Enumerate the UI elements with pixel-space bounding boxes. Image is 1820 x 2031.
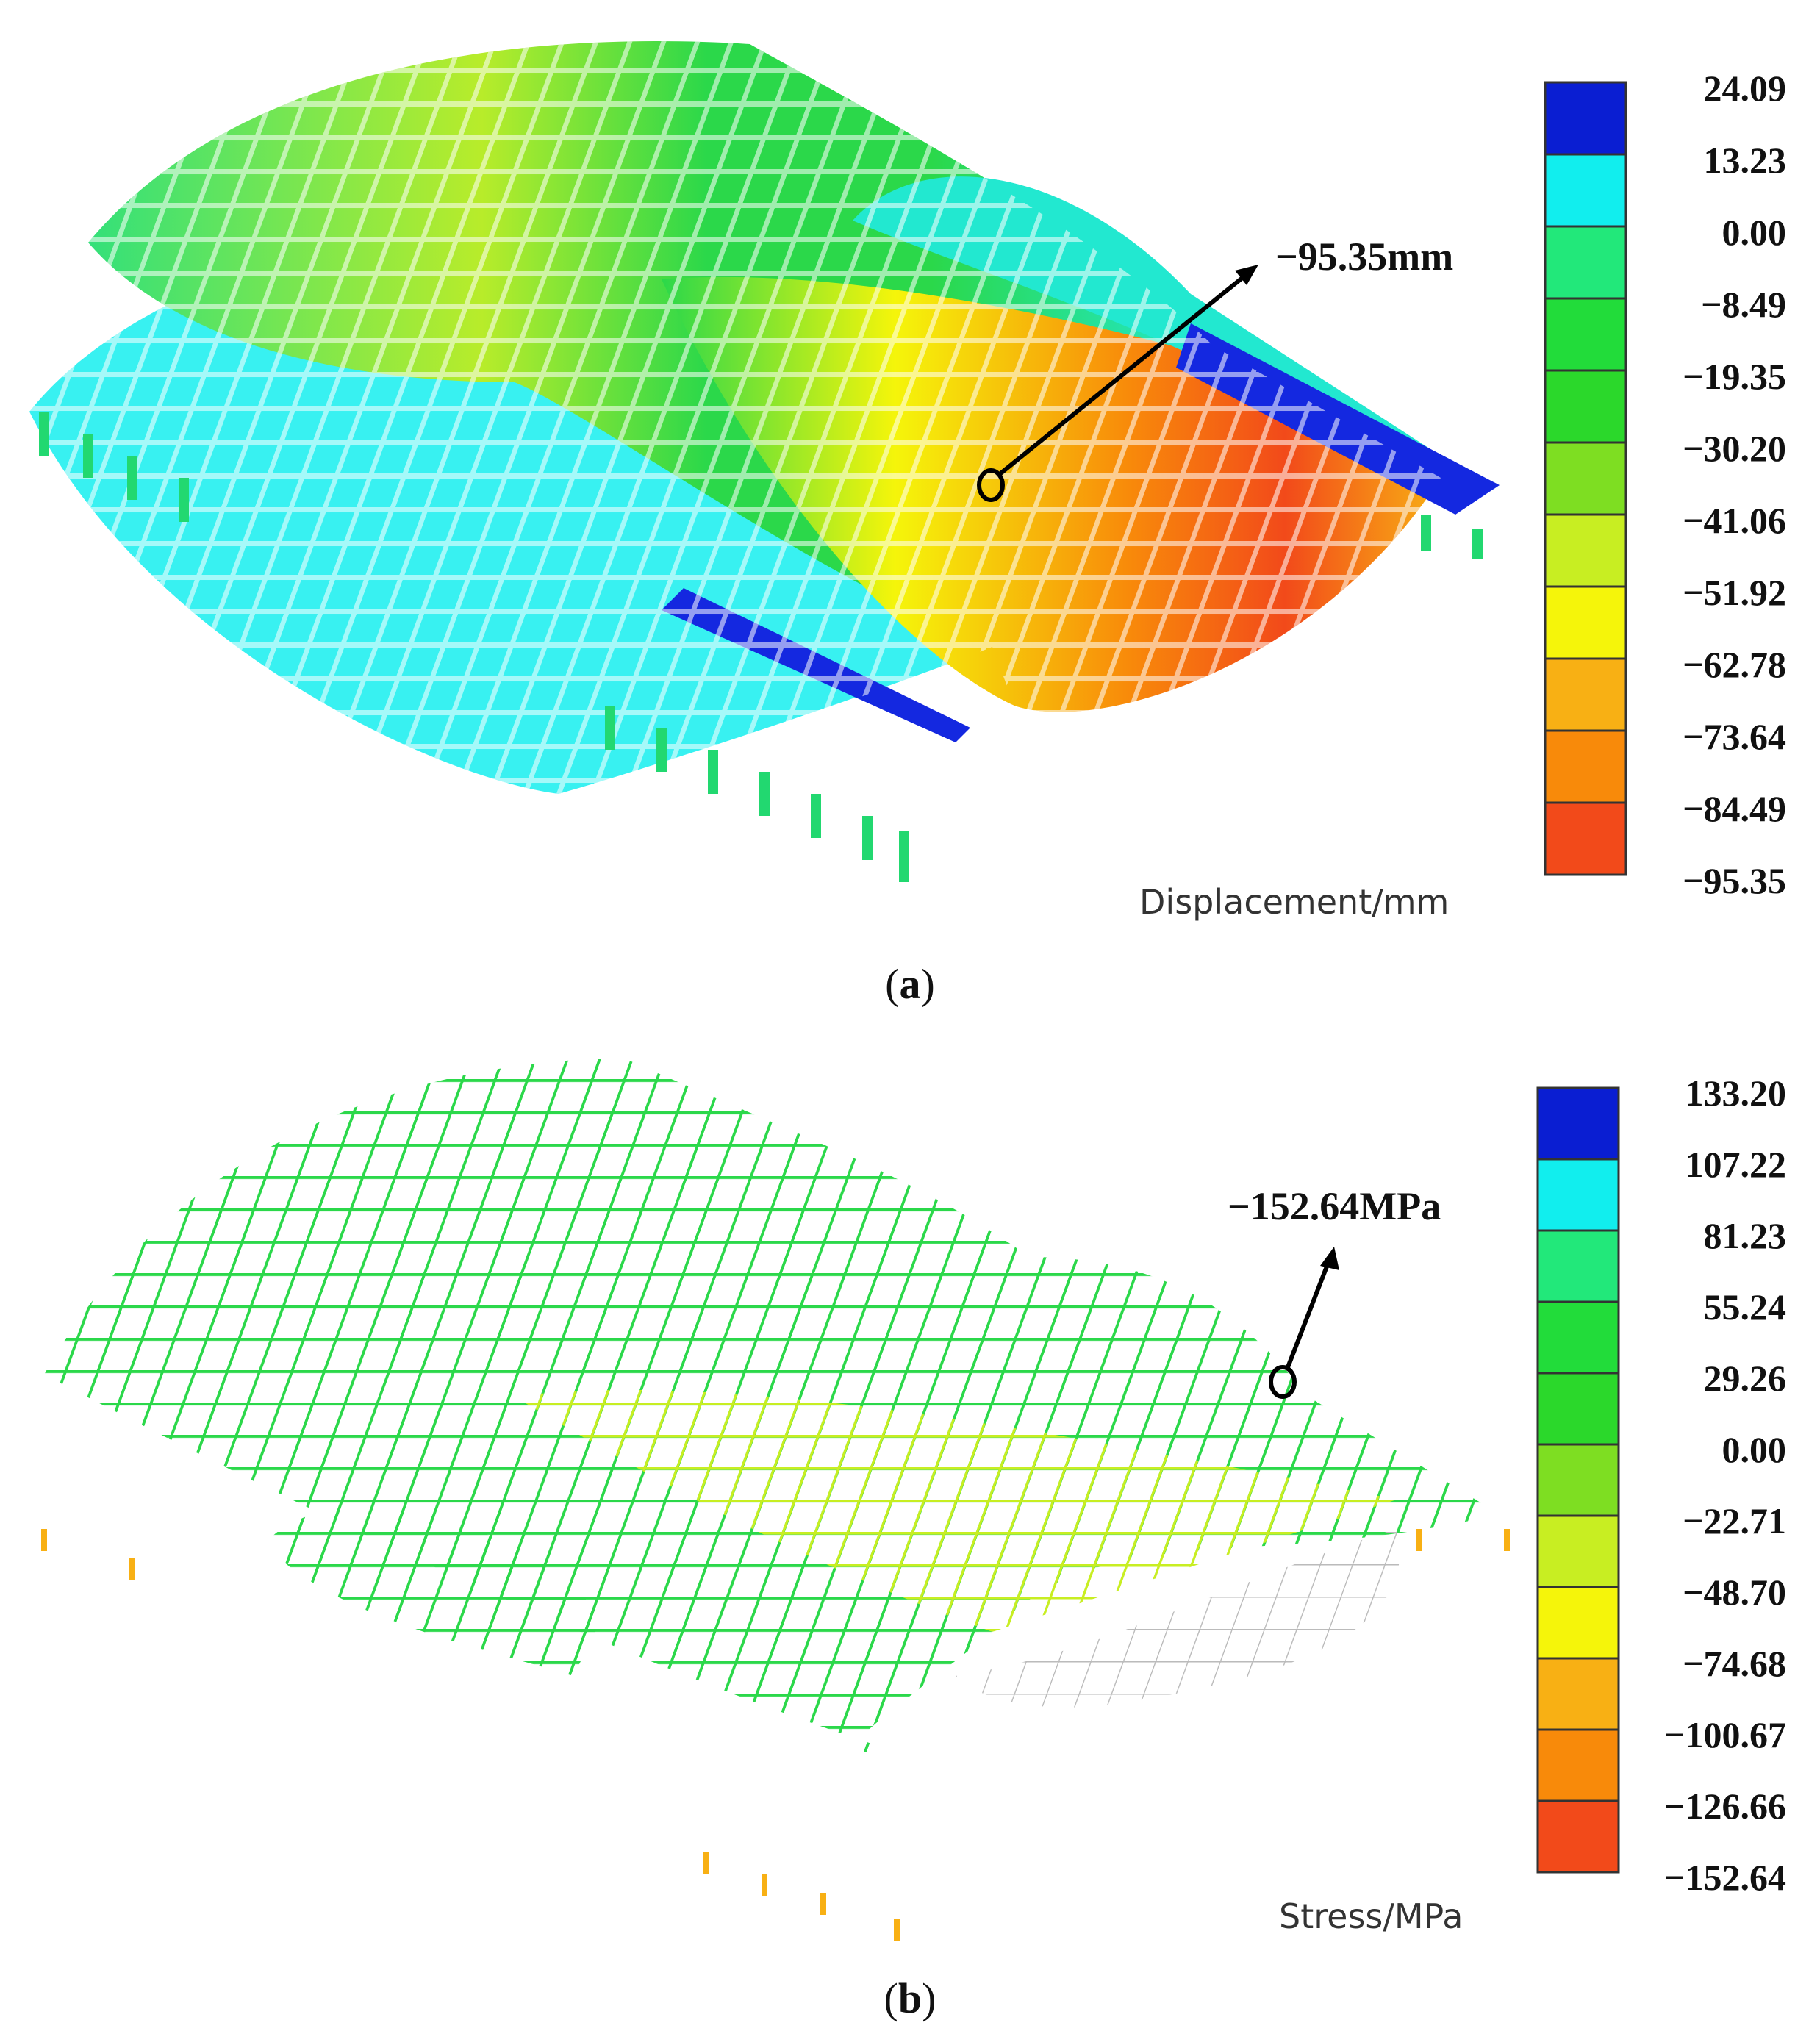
legend-value: −100.67 bbox=[1664, 1714, 1786, 1755]
legend-value: −74.68 bbox=[1683, 1643, 1786, 1684]
max-stress-callout: −152.64MPa bbox=[1228, 1184, 1441, 1228]
caption-b: (b) bbox=[884, 1974, 936, 2022]
legend-value: 0.00 bbox=[1722, 1429, 1787, 1470]
legend-color-bar bbox=[1544, 81, 1627, 876]
legend-value: −95.35 bbox=[1683, 860, 1786, 901]
legend-value: −41.06 bbox=[1683, 500, 1786, 541]
legend-value: −51.92 bbox=[1683, 572, 1786, 613]
legend-value: −62.78 bbox=[1683, 644, 1786, 685]
legend-value: 133.20 bbox=[1685, 1072, 1787, 1114]
legend-value: −73.64 bbox=[1683, 716, 1786, 757]
legend-value: −8.49 bbox=[1701, 284, 1786, 325]
legend-value: 55.24 bbox=[1703, 1286, 1787, 1328]
legend-value: 107.22 bbox=[1685, 1144, 1787, 1185]
legend-value: −48.70 bbox=[1683, 1572, 1786, 1613]
unit-label: Displacement/mm bbox=[1139, 882, 1450, 922]
unit-label: Stress/MPa bbox=[1279, 1896, 1463, 1936]
legend-value: 24.09 bbox=[1703, 68, 1787, 109]
max-displacement-callout: −95.35mm bbox=[1275, 234, 1454, 279]
legend-value: −22.71 bbox=[1683, 1500, 1786, 1541]
legend-value: −126.66 bbox=[1664, 1785, 1786, 1827]
stress-model-render bbox=[41, 1059, 1620, 1941]
legend-value: −30.20 bbox=[1683, 428, 1786, 469]
legend-value: −19.35 bbox=[1683, 356, 1786, 397]
legend-color-bar bbox=[1536, 1086, 1620, 1874]
caption-a: (a) bbox=[885, 960, 935, 1008]
panel-a-displacement: −95.35mm 24.09 13.23 0.00 −8.49 −19.35 −… bbox=[0, 0, 1820, 948]
legend-value: 29.26 bbox=[1703, 1358, 1787, 1399]
legend-value: −84.49 bbox=[1683, 788, 1786, 829]
legend-value: −152.64 bbox=[1664, 1857, 1786, 1898]
legend-value: 81.23 bbox=[1703, 1215, 1787, 1256]
legend-value: 13.23 bbox=[1703, 140, 1787, 181]
panel-b-stress: −152.64MPa 133.20 107.22 81.23 55.24 29.… bbox=[0, 1014, 1820, 1963]
legend-value: 0.00 bbox=[1722, 212, 1787, 253]
displacement-model-render bbox=[29, 41, 1627, 882]
